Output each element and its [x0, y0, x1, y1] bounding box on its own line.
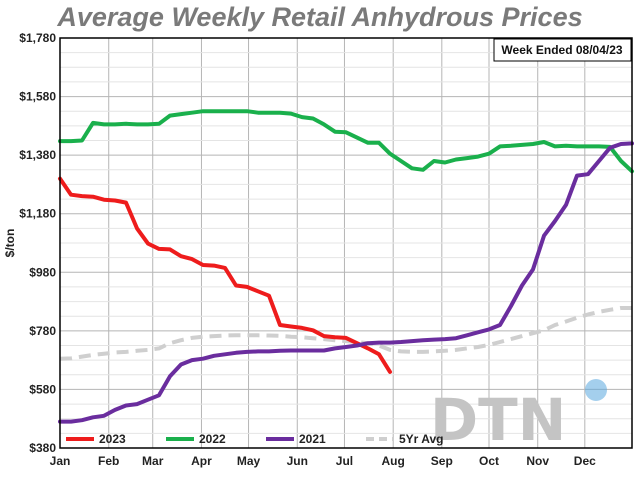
- y-tick-label: $380: [29, 441, 56, 455]
- x-tick-label: Aug: [382, 454, 405, 468]
- series-line-5yr-avg: [59, 306, 632, 361]
- x-tick-label: Dec: [574, 454, 596, 468]
- x-tick-label: Oct: [479, 454, 499, 468]
- dtn-watermark: DTN: [430, 379, 607, 454]
- series-line-2023: [58, 176, 392, 374]
- y-axis-label: $/ton: [3, 229, 17, 258]
- x-tick-label: Jan: [50, 454, 71, 468]
- y-tick-label: $580: [29, 382, 56, 396]
- x-tick-label: Mar: [142, 454, 164, 468]
- y-tick-label: $1,780: [19, 31, 56, 45]
- legend-label: 2022: [199, 432, 226, 446]
- x-tick-label: Sep: [431, 454, 453, 468]
- annotation-frame: [493, 38, 632, 62]
- watermark-logo-dot: [585, 379, 607, 401]
- y-tick-label: $1,180: [19, 207, 56, 221]
- x-tick-label: May: [237, 454, 261, 468]
- series-layer: [58, 109, 634, 424]
- annotation-text: Week Ended 08/04/23: [501, 43, 623, 57]
- tick-layer: Jan Feb Mar Apr May Jun Jul Aug Sep Oct Nov Dec $380…: [19, 31, 596, 468]
- legend: 2023 2022 2021 5Yr Avg: [66, 432, 443, 446]
- legend-label: 5Yr Avg: [399, 432, 443, 446]
- annotation-box: Week Ended 08/04/23: [493, 38, 632, 62]
- series-line-2022: [58, 109, 634, 174]
- y-tick-label: $780: [29, 324, 56, 338]
- x-tick-label: Nov: [526, 454, 549, 468]
- plot-frame: [59, 37, 633, 449]
- x-tick-label: Feb: [98, 454, 119, 468]
- watermark-text: DTN: [430, 386, 566, 454]
- x-tick-label: Jun: [287, 454, 308, 468]
- legend-label: 2023: [99, 432, 126, 446]
- chart-title: Average Weekly Retail Anhydrous Prices: [57, 2, 583, 32]
- y-tick-label: $980: [29, 265, 56, 279]
- series-line-2021: [58, 141, 634, 424]
- legend-label: 2021: [299, 432, 326, 446]
- y-tick-label: $1,380: [19, 148, 56, 162]
- x-tick-label: Jul: [336, 454, 353, 468]
- y-tick-label: $1,580: [19, 90, 56, 104]
- x-tick-label: Apr: [191, 454, 212, 468]
